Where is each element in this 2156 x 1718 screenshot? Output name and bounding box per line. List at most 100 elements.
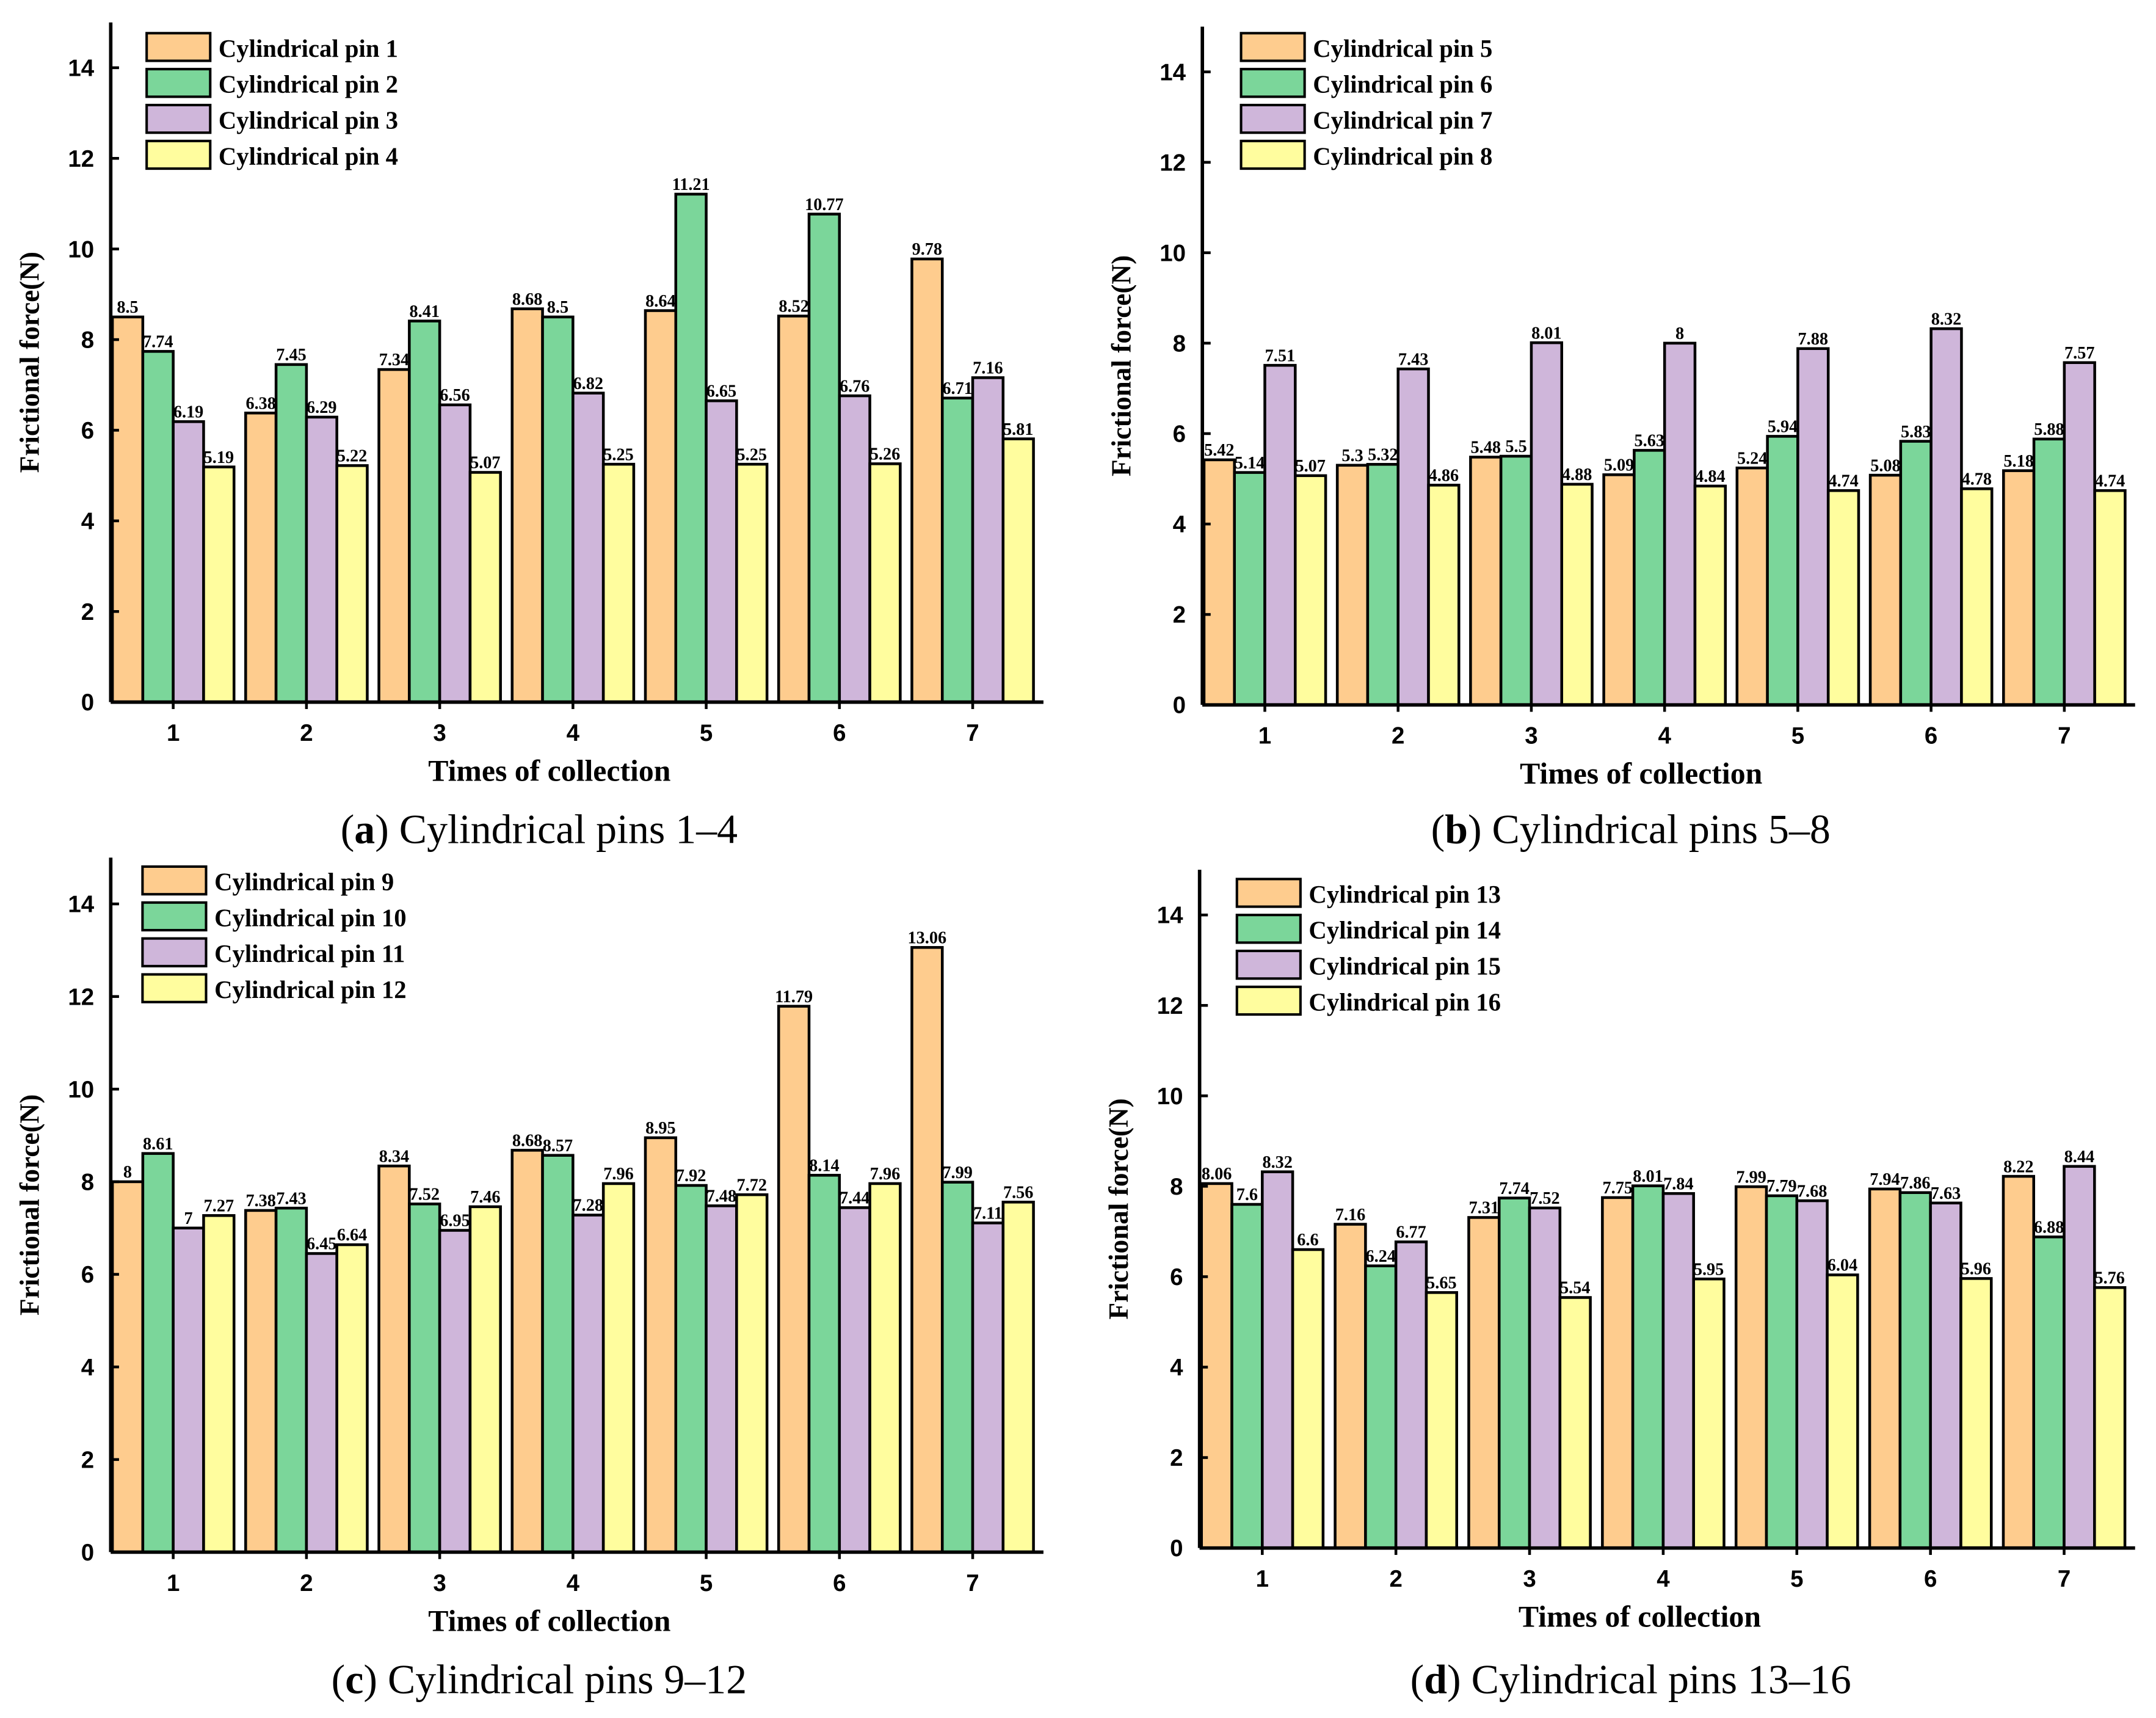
bar [2093,1286,2127,1549]
y-tick-label: 0 [81,690,94,716]
data-label: 8.41 [409,302,439,321]
legend-entry: Cylindrical pin 7 [1313,106,1492,134]
bar [510,1149,544,1554]
bar [1734,1185,1768,1549]
caption-letter: d [1424,1656,1447,1702]
bar [1334,1223,1367,1549]
data-label: 4.88 [1562,465,1592,484]
bar [971,1221,1005,1554]
data-label: 7.74 [143,333,173,352]
y-tick-label: 14 [68,55,94,81]
y-tick-label: 0 [81,1540,94,1566]
legend: Cylindrical pin 9 Cylindrical pin 10 Cylin… [141,865,407,1003]
y-tick-label: 4 [1170,1355,1183,1381]
data-label: 5.14 [1235,454,1265,473]
chart-panel-d: 8.067.68.32 6.6 1 7.16 6.246.77 5.65 2 7.317.74… [1103,870,2135,1702]
bar [644,309,678,704]
x-tick-label: 5 [700,1570,713,1596]
legend-swatch [141,937,208,967]
data-label: 7.43 [1398,350,1428,369]
data-label: 8.68 [512,290,542,309]
data-label: 5.48 [1471,439,1501,457]
data-label: 5.5 [1505,437,1526,456]
data-label: 7.45 [276,346,306,365]
x-tick-label: 3 [1525,723,1537,749]
data-label: 8.01 [1531,324,1561,343]
bar [2002,1174,2036,1549]
legend-swatch [1235,914,1302,944]
data-label: 6.88 [2034,1218,2064,1237]
legend-swatch [1240,68,1306,98]
bar [438,403,472,704]
data-label: 7.88 [1798,330,1828,349]
bar [601,462,636,704]
x-tick-label: 4 [567,720,580,746]
caption-letter: c [345,1656,363,1702]
chart-panel-c: 8 8.61 7 7.27 1 7.38 7.43 6.45 6.64 2 8.347.526.95… [15,857,1044,1702]
data-label: 7.16 [1335,1206,1365,1225]
bar [1795,1199,1829,1549]
bar [1291,1248,1325,1549]
data-label: 6.19 [173,403,203,422]
bar [377,1164,411,1554]
data-label: 6.71 [942,379,972,398]
y-tick-label: 12 [1160,150,1186,176]
bar [1929,327,1963,707]
data-label: 8.44 [2064,1148,2094,1167]
panel-caption: (d) Cylindrical pins 13–16 [1410,1656,1851,1702]
bar [377,368,411,704]
bar [111,315,145,704]
bar [705,399,738,704]
y-tick-label: 10 [1160,240,1186,266]
data-label: 13.06 [908,929,947,948]
bar [777,315,811,704]
data-label: 5.26 [870,445,900,464]
data-label: 7.6 [1236,1185,1258,1204]
data-label: 7.92 [676,1167,706,1185]
bar [674,192,708,704]
y-tick-label: 6 [81,418,94,444]
bar [1558,1296,1592,1549]
legend-swatch [145,103,212,134]
x-tick-label: 6 [833,720,846,746]
bar [807,213,841,704]
data-label: 7.27 [204,1196,234,1215]
data-label: 7.86 [1900,1174,1930,1193]
data-label: 8 [1675,324,1684,343]
legend-entry: Cylindrical pin 8 [1313,142,1492,170]
caption-letter: a [354,806,375,852]
y-tick-label: 6 [1173,421,1186,448]
bar [468,471,502,704]
y-tick-label: 8 [1170,1174,1183,1200]
data-label: 7.99 [942,1163,972,1182]
y-tick-label: 8 [81,327,94,354]
data-label: 7.43 [276,1189,306,1208]
x-tick-label: 5 [700,720,713,746]
bar [202,465,236,704]
bar [1499,454,1533,707]
bar [735,462,769,704]
x-tick-label: 7 [966,1570,979,1596]
bar [1528,1206,1562,1549]
data-label: 11.21 [672,175,710,194]
bar [1661,1192,1695,1549]
data-label: 8.14 [809,1157,839,1176]
bar [510,307,544,704]
bar [1633,449,1666,707]
y-tick-label: 6 [81,1262,94,1288]
panel-caption: (a) Cylindrical pins 1–4 [341,806,738,852]
y-tick-label: 0 [1170,1535,1183,1562]
data-label: 5.19 [204,448,234,467]
bar [1469,456,1503,707]
data-label: 10.77 [805,195,844,214]
data-label: 6.56 [440,386,470,405]
data-label: 6.64 [337,1226,367,1245]
bar [1394,1240,1428,1549]
legend-swatch [1235,949,1302,980]
bar [244,412,278,704]
x-tick-label: 2 [300,720,313,746]
data-label: 4.78 [1962,470,1992,489]
bar [305,1252,338,1554]
bar [408,1203,441,1554]
bar [2002,469,2036,707]
